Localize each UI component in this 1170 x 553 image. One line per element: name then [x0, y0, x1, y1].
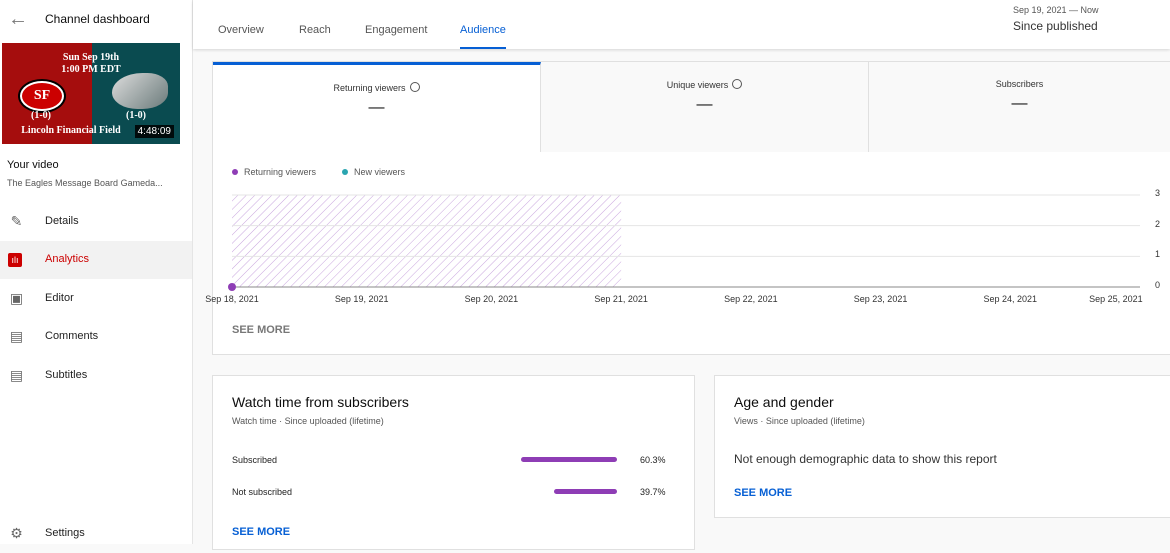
x-tick-label: Sep 19, 2021: [334, 294, 389, 304]
watch-time-card: [212, 375, 695, 550]
tab-reach[interactable]: Reach: [299, 24, 331, 36]
tab-bar: Overview Reach Engagement Audience Sep 1…: [193, 0, 1170, 49]
tab-engagement[interactable]: Engagement: [365, 24, 428, 36]
row-label: Subscribed: [232, 455, 278, 465]
y-tick-label: 0: [1155, 280, 1161, 290]
metric-unique-viewers[interactable]: Unique viewers —: [541, 62, 869, 152]
metric-value: —: [1011, 95, 1028, 112]
nav-label: Details: [45, 215, 79, 227]
gear-icon: ⚙: [10, 525, 23, 541]
sidebar-item-subtitles[interactable]: ▤ Subtitles: [0, 357, 192, 395]
metric-label: Subscribers: [995, 79, 1044, 89]
y-tick-label: 2: [1155, 218, 1161, 229]
watch-time-see-more[interactable]: SEE MORE: [232, 526, 291, 538]
date-range[interactable]: Sep 19, 2021 — Now: [1013, 5, 1099, 15]
sidebar-item-analytics[interactable]: ılı Analytics: [0, 241, 192, 279]
not-subscribed-bar: [553, 489, 617, 494]
subtitles-icon: ▤: [9, 367, 24, 383]
x-tick-label: Sep 24, 2021: [983, 294, 1038, 304]
metric-value: —: [696, 96, 713, 113]
sidebar-item-details[interactable]: ✎ Details: [0, 203, 192, 241]
nav-label: Analytics: [45, 253, 90, 265]
video-thumbnail[interactable]: Sun Sep 19th 1:00 PM EDT SF (1-0) (1-0) …: [2, 43, 180, 144]
channel-dashboard-title: Channel dashboard: [45, 12, 150, 26]
row-label: Not subscribed: [232, 487, 293, 497]
x-tick-label: Sep 23, 2021: [853, 294, 908, 304]
age-gender-subtitle: Views · Since uploaded (lifetime): [734, 416, 865, 426]
comment-icon: ▤: [9, 328, 24, 344]
age-gender-card: [714, 375, 1170, 518]
nav-label: Subtitles: [45, 369, 88, 381]
eagles-logo: [112, 73, 168, 109]
x-tick-label: Sep 22, 2021: [724, 294, 778, 304]
sidebar-item-settings[interactable]: ⚙ Settings: [0, 515, 192, 553]
your-video-label: Your video: [7, 159, 59, 171]
metric-returning-viewers[interactable]: Returning viewers —: [213, 62, 541, 152]
clock-icon: [409, 82, 420, 92]
returning-viewers-point: [228, 283, 236, 291]
nav-label: Editor: [45, 292, 74, 304]
sidebar-item-comments[interactable]: ▤ Comments: [0, 318, 192, 356]
metric-value: —: [368, 99, 385, 116]
x-tick-label: Sep 21, 2021: [594, 294, 648, 304]
x-tick-label: Sep 25, 2021: [1089, 294, 1143, 304]
thumb-date: Sun Sep 19th: [62, 52, 120, 63]
date-range-label[interactable]: Since published: [1013, 19, 1098, 33]
analytics-icon: ılı: [8, 253, 22, 267]
sidebar-item-editor[interactable]: ▣ Editor: [0, 280, 192, 318]
watch-time-subtitle: Watch time · Since uploaded (lifetime): [232, 416, 384, 426]
pencil-icon: ✎: [10, 213, 23, 229]
clapperboard-icon: ▣: [9, 290, 24, 306]
venue: Lincoln Financial Field: [21, 125, 121, 136]
x-tick-label: Sep 20, 2021: [464, 294, 519, 304]
watch-time-title: Watch time from subscribers: [232, 394, 409, 410]
y-tick-label: 3: [1155, 188, 1161, 198]
x-tick-label: Sep 18, 2021: [205, 294, 259, 304]
metric-label: Unique viewers: [666, 80, 729, 90]
age-gender-see-more[interactable]: SEE MORE: [734, 487, 793, 499]
arrow-left-icon[interactable]: ←: [8, 8, 28, 30]
nav-label: Settings: [45, 527, 85, 539]
y-tick-label: 1: [1155, 249, 1161, 260]
row-value: 60.3%: [640, 455, 666, 465]
video-title: The Eagles Message Board Gameda...: [7, 178, 163, 188]
subscribed-bar: [521, 457, 617, 462]
row-value: 39.7%: [640, 487, 666, 497]
legend-returning: Returning viewers: [232, 167, 316, 177]
nav-label: Comments: [45, 330, 99, 342]
tab-audience[interactable]: Audience: [460, 24, 506, 49]
thumb-time: 1:00 PM EDT: [61, 64, 121, 75]
audience-see-more[interactable]: SEE MORE: [232, 324, 291, 336]
49ers-logo: SF: [20, 81, 64, 111]
metric-subscribers[interactable]: Subscribers —: [869, 62, 1170, 152]
sidebar: ← Channel dashboard Sun Sep 19th 1:00 PM…: [0, 0, 193, 544]
duration-badge: 4:48:09: [134, 125, 174, 138]
right-record: (1-0): [126, 110, 146, 121]
legend-new: New viewers: [342, 167, 405, 177]
age-gender-title: Age and gender: [734, 394, 834, 410]
metric-label: Returning viewers: [333, 83, 406, 93]
clock-icon: [732, 79, 743, 89]
left-record: (1-0): [31, 110, 51, 121]
tab-overview[interactable]: Overview: [218, 24, 264, 36]
shaded-region: [232, 195, 622, 287]
no-data-message: Not enough demographic data to show this…: [734, 452, 997, 466]
